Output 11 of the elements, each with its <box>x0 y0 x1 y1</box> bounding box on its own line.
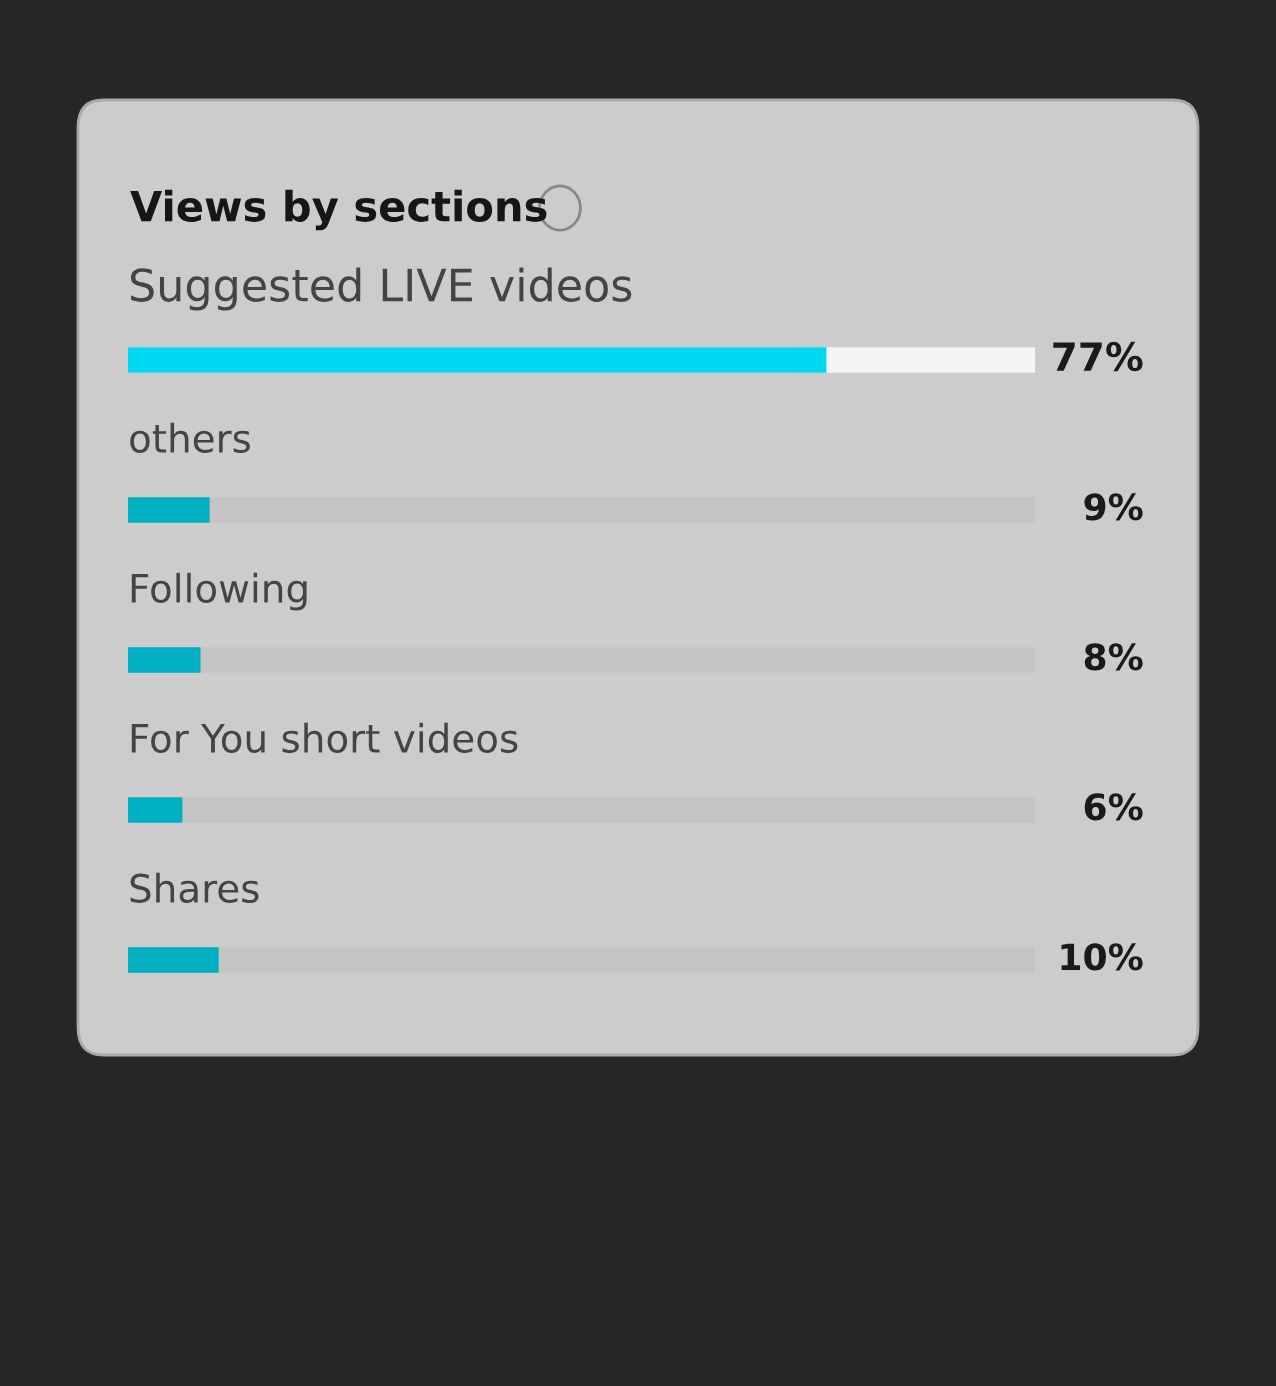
data-label: 8% <box>1084 643 1143 671</box>
data-label: 77% <box>1053 341 1143 372</box>
data-label: 9% <box>1084 493 1143 521</box>
y-tick-label: Shares <box>130 872 259 903</box>
y-tick-label: Suggested LIVE videos <box>130 267 632 311</box>
y-tick-label: For You short videos <box>131 722 518 753</box>
y-tick-label: Following <box>131 572 307 611</box>
y-tick-label: others <box>130 422 250 453</box>
data-label: 10% <box>1061 943 1143 971</box>
chart-title: Views by sections <box>130 189 547 231</box>
data-label: 6% <box>1084 793 1143 821</box>
